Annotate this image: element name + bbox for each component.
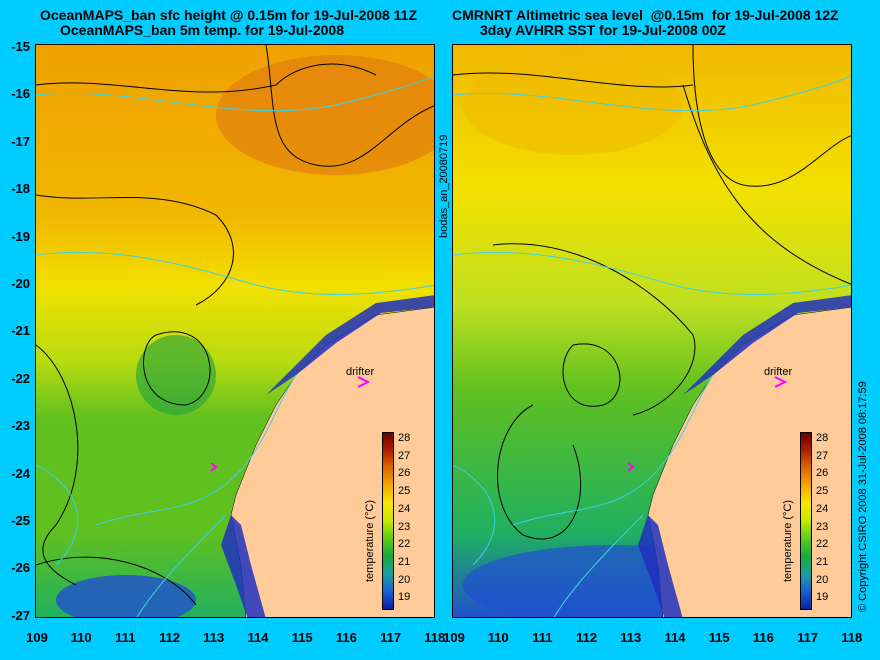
y-tick-label: -17 [11, 133, 30, 149]
y-tick-label: -23 [11, 418, 30, 434]
sea-level-contour [692, 45, 851, 187]
colorbar-tick: 20 [398, 573, 411, 586]
x-tick-label-right: 114 [664, 630, 686, 645]
x-tick-label-left: 114 [247, 630, 269, 645]
y-tick-label: -27 [11, 607, 30, 623]
y-tick-label: -22 [11, 370, 30, 386]
sea-level-contour [36, 556, 197, 606]
colorbar-tick: 24 [398, 502, 411, 515]
drifter-marker [357, 376, 371, 388]
x-tick-label-left: 118 [424, 630, 446, 645]
sea-level-contour [492, 243, 696, 416]
bathymetry-contour [136, 514, 227, 617]
sea-level-contour [36, 194, 234, 306]
sea-level-contour [36, 63, 377, 93]
y-tick-label: -20 [11, 276, 30, 291]
sea-level-contour [453, 72, 694, 88]
colorbar-tick: 21 [816, 555, 829, 568]
colorbar-gradient [382, 432, 394, 610]
colorbar-tick: 27 [816, 449, 829, 462]
x-tick-label-left: 116 [335, 630, 357, 645]
bathymetry-contour [553, 514, 644, 617]
y-tick-label: -24 [11, 465, 30, 481]
x-tick-label-left: 112 [159, 630, 181, 645]
x-tick-label-left: 115 [291, 630, 313, 645]
bay-strip [638, 515, 683, 617]
y-tick-label: -16 [11, 86, 30, 102]
y-tick-label: -25 [11, 513, 30, 528]
colorbar-tick: 25 [816, 485, 829, 498]
colorbar-tick: 23 [398, 520, 411, 533]
x-tick-label-left: 117 [380, 630, 402, 645]
coastal-strip [266, 295, 434, 395]
date-stamp: bodas_an_20080719 [438, 134, 450, 238]
colorbar-title: temperature (°C) [782, 499, 794, 582]
x-tick-label-left: 113 [203, 630, 225, 645]
drifter-label-left: drifter [346, 366, 375, 378]
colorbar-tick: 23 [816, 520, 829, 533]
y-tick-label: -15 [11, 39, 30, 54]
x-tick-label-right: 111 [532, 630, 553, 645]
drifter-track [210, 462, 218, 472]
sea-level-contour [497, 404, 582, 540]
x-tick-label-right: 112 [576, 630, 598, 645]
cool-eddy [136, 335, 216, 415]
colorbar-tick: 22 [398, 538, 411, 551]
right-title-line1: CMRNRT Altimetric sea level @0.15m for 1… [452, 7, 839, 23]
x-tick-label-right: 118 [841, 630, 863, 645]
x-tick-label-right: 115 [708, 630, 730, 645]
colorbar-title: temperature (°C) [364, 499, 376, 582]
bathymetry-contour [453, 251, 851, 295]
left-title-line1: OceanMAPS_ban sfc height @ 0.15m for 19-… [40, 7, 418, 23]
bathymetry-contour [453, 464, 496, 566]
right-title-line2: 3day AVHRR SST for 19-Jul-2008 00Z [480, 22, 726, 38]
x-tick-label-right: 113 [620, 630, 642, 645]
colorbar-tick: 21 [398, 555, 411, 568]
colorbar-tick: 20 [816, 573, 829, 586]
x-tick-label-right: 109 [443, 630, 465, 645]
colorbar-tick: 24 [816, 502, 829, 515]
bathymetry-contour [36, 75, 434, 112]
bathymetry-contour [36, 251, 434, 295]
colorbar-tick: 27 [398, 449, 411, 462]
sea-level-contour [143, 331, 211, 406]
x-tick-label-right: 116 [752, 630, 774, 645]
colorbar-tick: 26 [398, 467, 411, 480]
sea-level-contour [682, 84, 851, 285]
colorbar-tick: 26 [816, 467, 829, 480]
sea-level-contour [562, 343, 621, 407]
warm-patch [463, 55, 683, 155]
x-tick-label-left: 111 [115, 630, 136, 645]
copyright: © Copyright CSIRO 2008 31-Jul-2008 08:17… [857, 381, 869, 612]
cold-patch [56, 575, 196, 617]
drifter-label-right: drifter [764, 366, 793, 378]
x-tick-label-right: 117 [797, 630, 819, 645]
x-tick-label-right: 110 [487, 630, 509, 645]
y-tick-label: -26 [11, 560, 30, 576]
drifter-track [627, 462, 635, 472]
y-tick-label: -19 [11, 228, 30, 244]
x-tick-label-left: 109 [26, 630, 48, 645]
bathymetry-contour [36, 464, 79, 566]
bathymetry-contour [453, 75, 851, 112]
y-tick-label: -21 [11, 323, 30, 339]
colorbar-tick: 25 [398, 485, 411, 498]
drifter-marker [774, 376, 788, 388]
bathymetry-contour [95, 374, 297, 526]
y-tick-label: -18 [11, 181, 30, 197]
left-title-line2: OceanMAPS_ban 5m temp. for 19-Jul-2008 [60, 22, 344, 38]
colorbar-tick: 19 [398, 591, 411, 604]
bay-strip [221, 515, 266, 617]
colorbar-tick: 19 [816, 591, 829, 604]
x-tick-label-left: 110 [70, 630, 92, 645]
colorbar-tick: 22 [816, 538, 829, 551]
colorbar-tick: 28 [398, 432, 411, 444]
bathymetry-contour [512, 374, 714, 526]
sea-level-contour [265, 45, 434, 167]
colorbar-gradient [800, 432, 812, 610]
colorbar-tick: 28 [816, 432, 829, 444]
coastal-strip [683, 295, 851, 395]
